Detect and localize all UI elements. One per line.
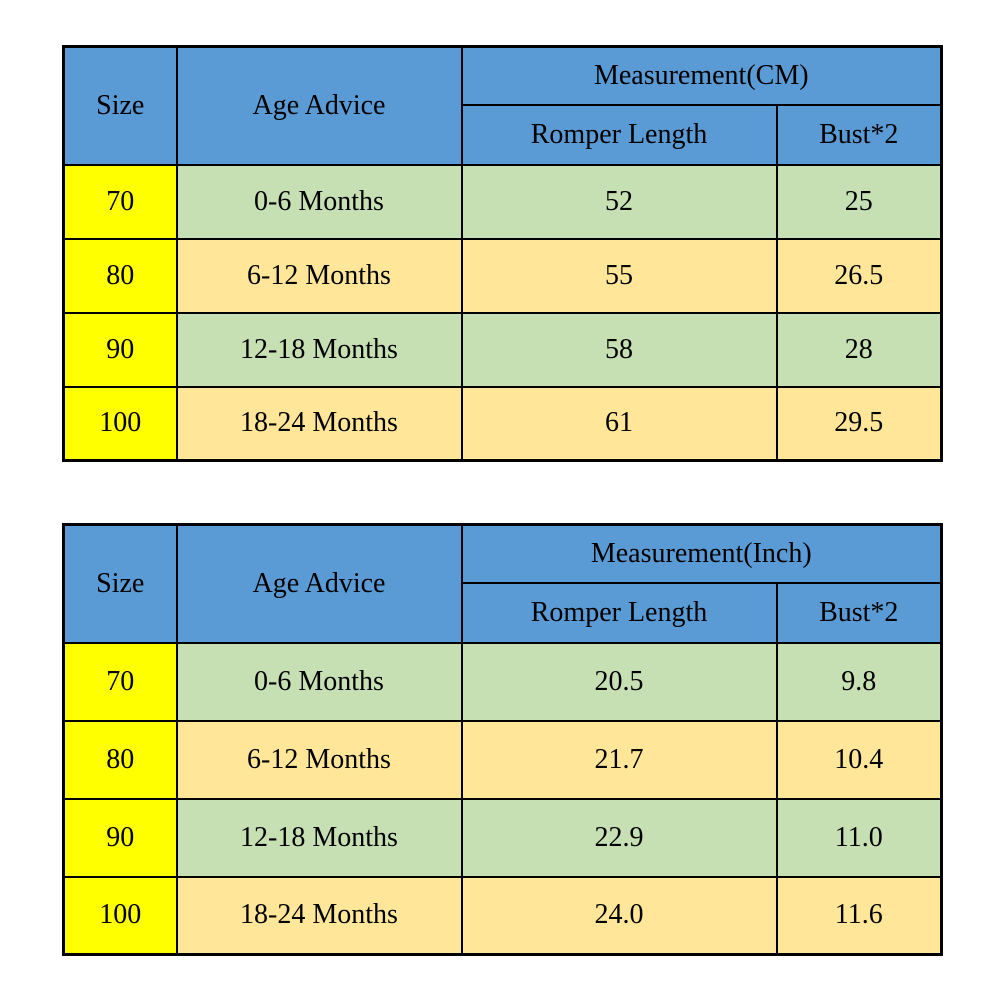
age-advice-cell: 0-6 Months <box>175 641 463 722</box>
table-row-size-90: 90 12-18 Months 22.9 11.0 <box>62 797 943 878</box>
table-row-size-70: 70 0-6 Months 52 25 <box>62 163 943 240</box>
age-advice-cell: 6-12 Months <box>175 719 463 800</box>
subheader-row: Romper Length Bust*2 <box>64 103 943 166</box>
bust-cell: 10.4 <box>775 719 943 800</box>
age-advice-cell: 18-24 Months <box>175 875 463 956</box>
cm-size-table: Size Age Advice Measurement(CM) Romper L… <box>62 45 944 462</box>
bust-cell: 11.6 <box>775 875 943 956</box>
inch-size-table: Size Age Advice Measurement(Inch) Romper… <box>62 523 944 956</box>
age-advice-cell: 12-18 Months <box>175 311 463 388</box>
age-advice-column-header: Age Advice <box>175 45 463 166</box>
size-cell: 80 <box>62 237 178 314</box>
bust-cell: 26.5 <box>775 237 943 314</box>
bust-cell: 25 <box>775 163 943 240</box>
romper-length-cell: 52 <box>460 163 778 240</box>
measurement-group-header: Measurement(Inch) <box>460 523 943 584</box>
size-cell: 70 <box>62 641 178 722</box>
size-cell: 80 <box>62 719 178 800</box>
romper-length-column-header: Romper Length <box>460 581 778 644</box>
table-row-size-80: 80 6-12 Months 55 26.5 <box>62 237 943 314</box>
size-cell: 100 <box>62 875 178 956</box>
size-cell: 90 <box>62 797 178 878</box>
romper-length-column-header: Romper Length <box>460 103 778 166</box>
romper-length-cell: 61 <box>460 385 778 462</box>
size-cell: 90 <box>62 311 178 388</box>
header-row: Size Age Advice Measurement(Inch) <box>62 523 943 644</box>
romper-length-cell: 22.9 <box>460 797 778 878</box>
age-advice-column-header: Age Advice <box>175 523 463 644</box>
age-advice-cell: 0-6 Months <box>175 163 463 240</box>
age-advice-cell: 12-18 Months <box>175 797 463 878</box>
size-column-header: Size <box>62 523 178 644</box>
table-row-size-90: 90 12-18 Months 58 28 <box>62 311 943 388</box>
size-cell: 100 <box>62 385 178 462</box>
bust-column-header: Bust*2 <box>775 103 943 166</box>
romper-length-cell: 24.0 <box>460 875 778 956</box>
size-cell: 70 <box>62 163 178 240</box>
table-row-size-70: 70 0-6 Months 20.5 9.8 <box>62 641 943 722</box>
bust-column-header: Bust*2 <box>775 581 943 644</box>
table-row-size-100: 100 18-24 Months 24.0 11.6 <box>62 875 943 956</box>
romper-length-cell: 20.5 <box>460 641 778 722</box>
bust-cell: 29.5 <box>775 385 943 462</box>
age-advice-cell: 18-24 Months <box>175 385 463 462</box>
bust-cell: 11.0 <box>775 797 943 878</box>
header-row: Size Age Advice Measurement(CM) <box>62 45 943 166</box>
subheader-row: Romper Length Bust*2 <box>64 581 943 644</box>
size-column-header: Size <box>62 45 178 166</box>
age-advice-cell: 6-12 Months <box>175 237 463 314</box>
romper-length-cell: 55 <box>460 237 778 314</box>
bust-cell: 28 <box>775 311 943 388</box>
table-row-size-80: 80 6-12 Months 21.7 10.4 <box>62 719 943 800</box>
bust-cell: 9.8 <box>775 641 943 722</box>
table-row-size-100: 100 18-24 Months 61 29.5 <box>62 385 943 462</box>
romper-length-cell: 58 <box>460 311 778 388</box>
romper-length-cell: 21.7 <box>460 719 778 800</box>
measurement-group-header: Measurement(CM) <box>460 45 943 106</box>
